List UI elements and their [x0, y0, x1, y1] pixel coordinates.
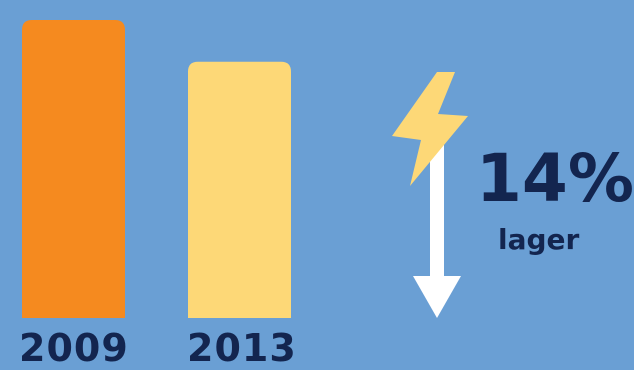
- lightning-bolt-icon: [392, 72, 468, 186]
- bar-2009: [22, 20, 125, 318]
- bars-group: [22, 20, 291, 318]
- bar-2013: [188, 61, 291, 318]
- change-percentage: 14%: [476, 140, 634, 217]
- x-tick-label-2013: 2013: [187, 326, 297, 370]
- x-tick-label-2009: 2009: [19, 326, 129, 370]
- down-arrow-icon: [413, 145, 461, 318]
- change-label: lager: [498, 223, 580, 256]
